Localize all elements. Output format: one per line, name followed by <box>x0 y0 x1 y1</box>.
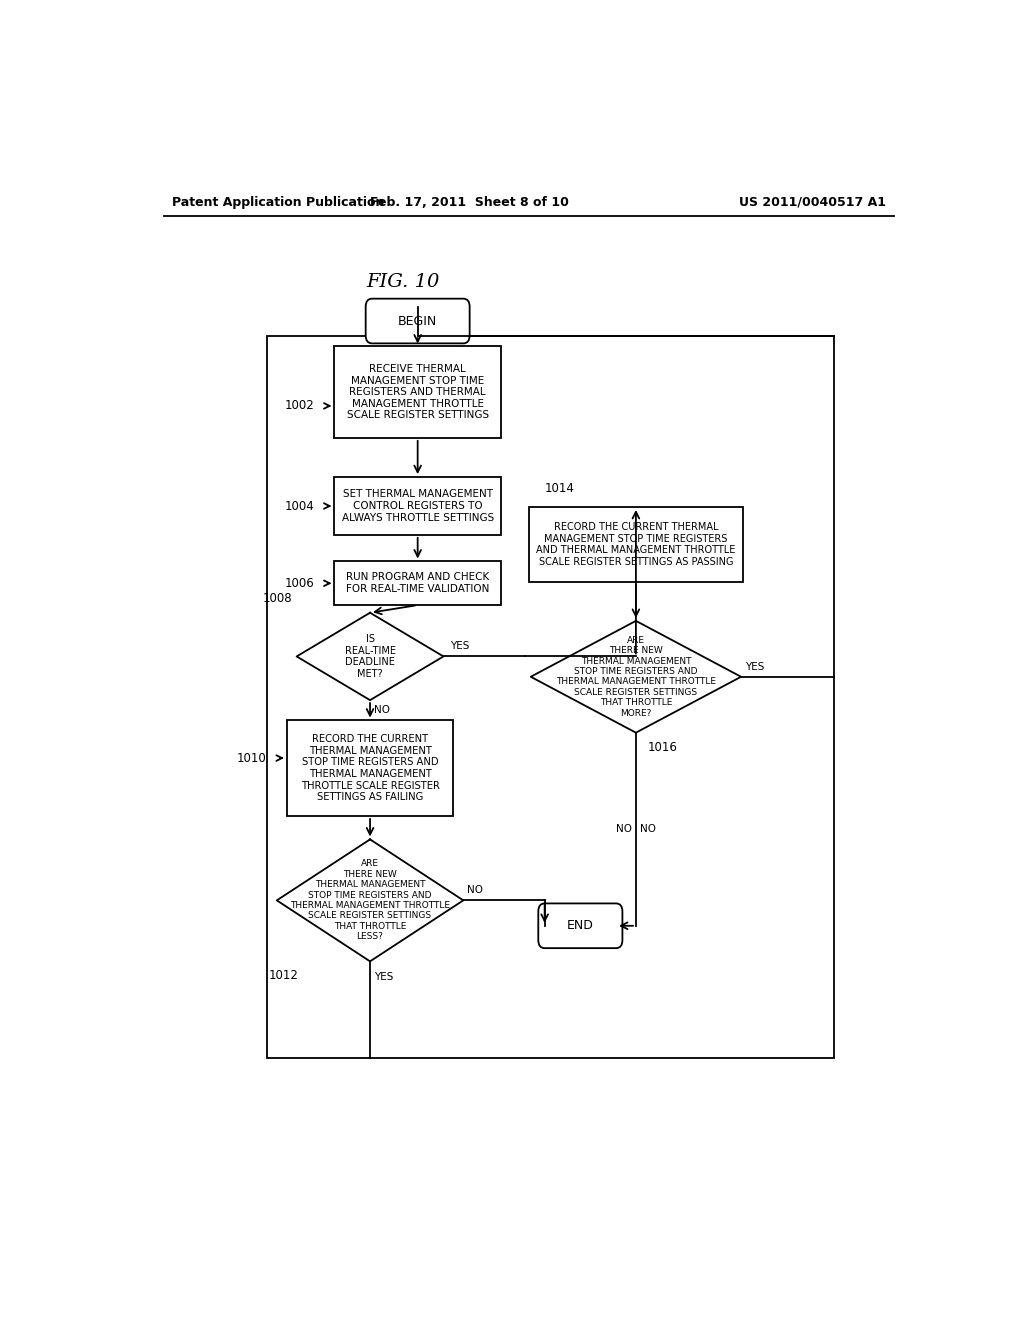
Text: RUN PROGRAM AND CHECK
FOR REAL-TIME VALIDATION: RUN PROGRAM AND CHECK FOR REAL-TIME VALI… <box>346 573 489 594</box>
Text: YES: YES <box>745 661 764 672</box>
Text: NO: NO <box>374 705 390 715</box>
Text: IS
REAL-TIME
DEADLINE
MET?: IS REAL-TIME DEADLINE MET? <box>344 634 395 678</box>
Text: 1010: 1010 <box>238 751 267 764</box>
Text: END: END <box>567 919 594 932</box>
Text: SET THERMAL MANAGEMENT
CONTROL REGISTERS TO
ALWAYS THROTTLE SETTINGS: SET THERMAL MANAGEMENT CONTROL REGISTERS… <box>342 490 494 523</box>
Text: 1008: 1008 <box>263 591 293 605</box>
Bar <box>334 561 501 605</box>
Text: Patent Application Publication: Patent Application Publication <box>172 195 384 209</box>
Text: NO: NO <box>640 824 656 834</box>
Bar <box>267 337 835 1057</box>
Text: Feb. 17, 2011  Sheet 8 of 10: Feb. 17, 2011 Sheet 8 of 10 <box>370 195 568 209</box>
Text: FIG. 10: FIG. 10 <box>367 273 439 292</box>
Polygon shape <box>530 620 741 733</box>
Text: 1016: 1016 <box>648 741 678 754</box>
Bar <box>334 477 501 535</box>
Polygon shape <box>276 840 463 961</box>
Text: RECEIVE THERMAL
MANAGEMENT STOP TIME
REGISTERS AND THERMAL
MANAGEMENT THROTTLE
S: RECEIVE THERMAL MANAGEMENT STOP TIME REG… <box>346 364 488 420</box>
Polygon shape <box>297 612 443 700</box>
Bar <box>528 507 743 582</box>
Text: RECORD THE CURRENT THERMAL
MANAGEMENT STOP TIME REGISTERS
AND THERMAL MANAGEMENT: RECORD THE CURRENT THERMAL MANAGEMENT ST… <box>537 523 735 568</box>
Text: US 2011/0040517 A1: US 2011/0040517 A1 <box>739 195 886 209</box>
Text: YES: YES <box>374 972 393 982</box>
Text: ARE
THERE NEW
THERMAL MANAGEMENT
STOP TIME REGISTERS AND
THERMAL MANAGEMENT THRO: ARE THERE NEW THERMAL MANAGEMENT STOP TI… <box>290 859 451 941</box>
Text: 1002: 1002 <box>285 400 314 412</box>
Text: 1014: 1014 <box>545 482 574 495</box>
Text: NO: NO <box>616 824 632 834</box>
FancyBboxPatch shape <box>366 298 470 343</box>
Text: RECORD THE CURRENT
THERMAL MANAGEMENT
STOP TIME REGISTERS AND
THERMAL MANAGEMENT: RECORD THE CURRENT THERMAL MANAGEMENT ST… <box>301 734 439 803</box>
Bar <box>287 721 454 816</box>
Text: NO: NO <box>467 886 483 895</box>
Text: BEGIN: BEGIN <box>398 314 437 327</box>
Bar <box>334 346 501 438</box>
Text: 1004: 1004 <box>285 499 314 512</box>
Text: 1012: 1012 <box>269 969 299 982</box>
Text: 1006: 1006 <box>285 577 314 590</box>
Text: ARE
THERE NEW
THERMAL MANAGEMENT
STOP TIME REGISTERS AND
THERMAL MANAGEMENT THRO: ARE THERE NEW THERMAL MANAGEMENT STOP TI… <box>556 636 716 718</box>
FancyBboxPatch shape <box>539 903 623 948</box>
Text: YES: YES <box>450 642 469 651</box>
